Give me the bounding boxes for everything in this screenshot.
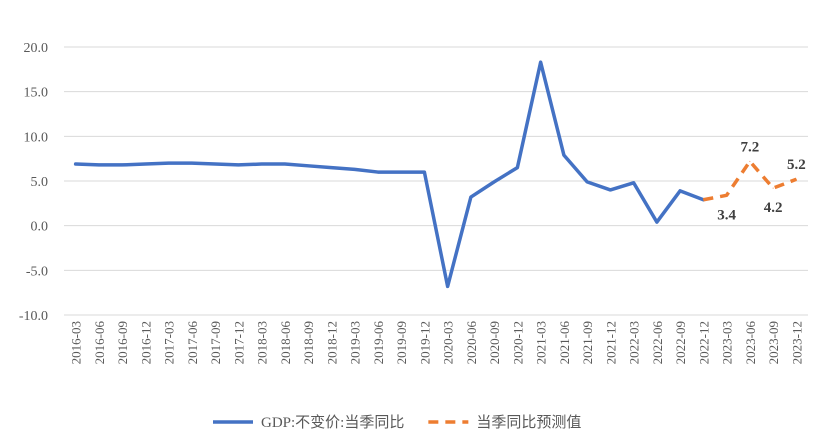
- x-tick-label: 2023-09: [766, 321, 781, 364]
- x-tick-label: 2018-03: [255, 321, 270, 364]
- series-line-1: [73, 60, 706, 289]
- x-tick-label: 2020-06: [464, 321, 479, 365]
- x-tick-label: 2016-03: [69, 321, 84, 364]
- legend-label-1: GDP:不变价:当季同比: [261, 414, 404, 431]
- legend: GDP:不变价:当季同比 当季同比预测值: [213, 414, 581, 431]
- data-label: 5.2: [787, 157, 806, 173]
- series-line-2: [703, 159, 798, 202]
- x-tick-label: 2022-09: [673, 321, 688, 364]
- gridlines: [64, 46, 808, 316]
- data-label: 3.4: [717, 207, 736, 223]
- x-tick-label: 2023-06: [743, 321, 758, 365]
- data-label: 4.2: [764, 200, 783, 216]
- x-tick-label: 2018-06: [278, 321, 293, 365]
- x-tick-label: 2018-09: [301, 321, 316, 364]
- y-tick-label: -10.0: [19, 309, 48, 324]
- x-tick-label: 2020-09: [487, 321, 502, 364]
- x-tick-label: 2021-09: [580, 321, 595, 364]
- series-lines: [73, 60, 798, 289]
- y-tick-label: 10.0: [24, 130, 49, 145]
- x-tick-label: 2022-03: [627, 321, 642, 364]
- x-tick-label: 2022-06: [650, 321, 665, 365]
- y-tick-label: -5.0: [26, 264, 48, 279]
- x-tick-label: 2018-12: [324, 321, 339, 364]
- x-tick-label: 2019-12: [417, 321, 432, 364]
- data-point-series-2: [772, 187, 774, 189]
- x-axis-ticks: 2016-03 2016-06 2016-09 2016-12 2017-03 2017-…: [69, 321, 805, 365]
- y-tick-label: 5.0: [31, 175, 49, 190]
- x-tick-label: 2022-12: [696, 321, 711, 364]
- legend-label-2: 当季同比预测值: [476, 414, 581, 431]
- x-tick-label: 2023-03: [720, 321, 735, 364]
- x-tick-label: 2016-12: [138, 321, 153, 364]
- x-tick-label: 2016-09: [115, 321, 130, 364]
- y-tick-label: 20.0: [24, 41, 49, 56]
- y-tick-label: 15.0: [24, 86, 49, 101]
- x-tick-label: 2021-12: [603, 321, 618, 364]
- data-label: 7.2: [741, 139, 760, 155]
- x-tick-label: 2017-03: [162, 321, 177, 364]
- data-labels: 3.4 7.2 4.2 5.2: [717, 139, 806, 223]
- x-tick-label: 2017-06: [185, 321, 200, 365]
- x-tick-label: 2019-03: [348, 321, 363, 364]
- x-tick-label: 2023-12: [789, 321, 804, 364]
- x-tick-label: 2017-12: [231, 321, 246, 364]
- x-tick-label: 2020-12: [510, 321, 525, 364]
- y-tick-label: 0.0: [31, 220, 49, 235]
- x-tick-label: 2016-06: [92, 321, 107, 365]
- x-tick-label: 2021-03: [534, 321, 549, 364]
- x-tick-label: 2019-09: [394, 321, 409, 364]
- data-point-series-2: [749, 160, 751, 162]
- x-tick-label: 2017-09: [208, 321, 223, 364]
- x-tick-label: 2020-03: [441, 321, 456, 364]
- y-axis-ticks: 20.0 15.0 10.0 5.0 0.0 -5.0 -10.0: [19, 41, 48, 324]
- x-tick-label: 2019-06: [371, 321, 386, 365]
- x-tick-label: 2021-06: [557, 321, 572, 365]
